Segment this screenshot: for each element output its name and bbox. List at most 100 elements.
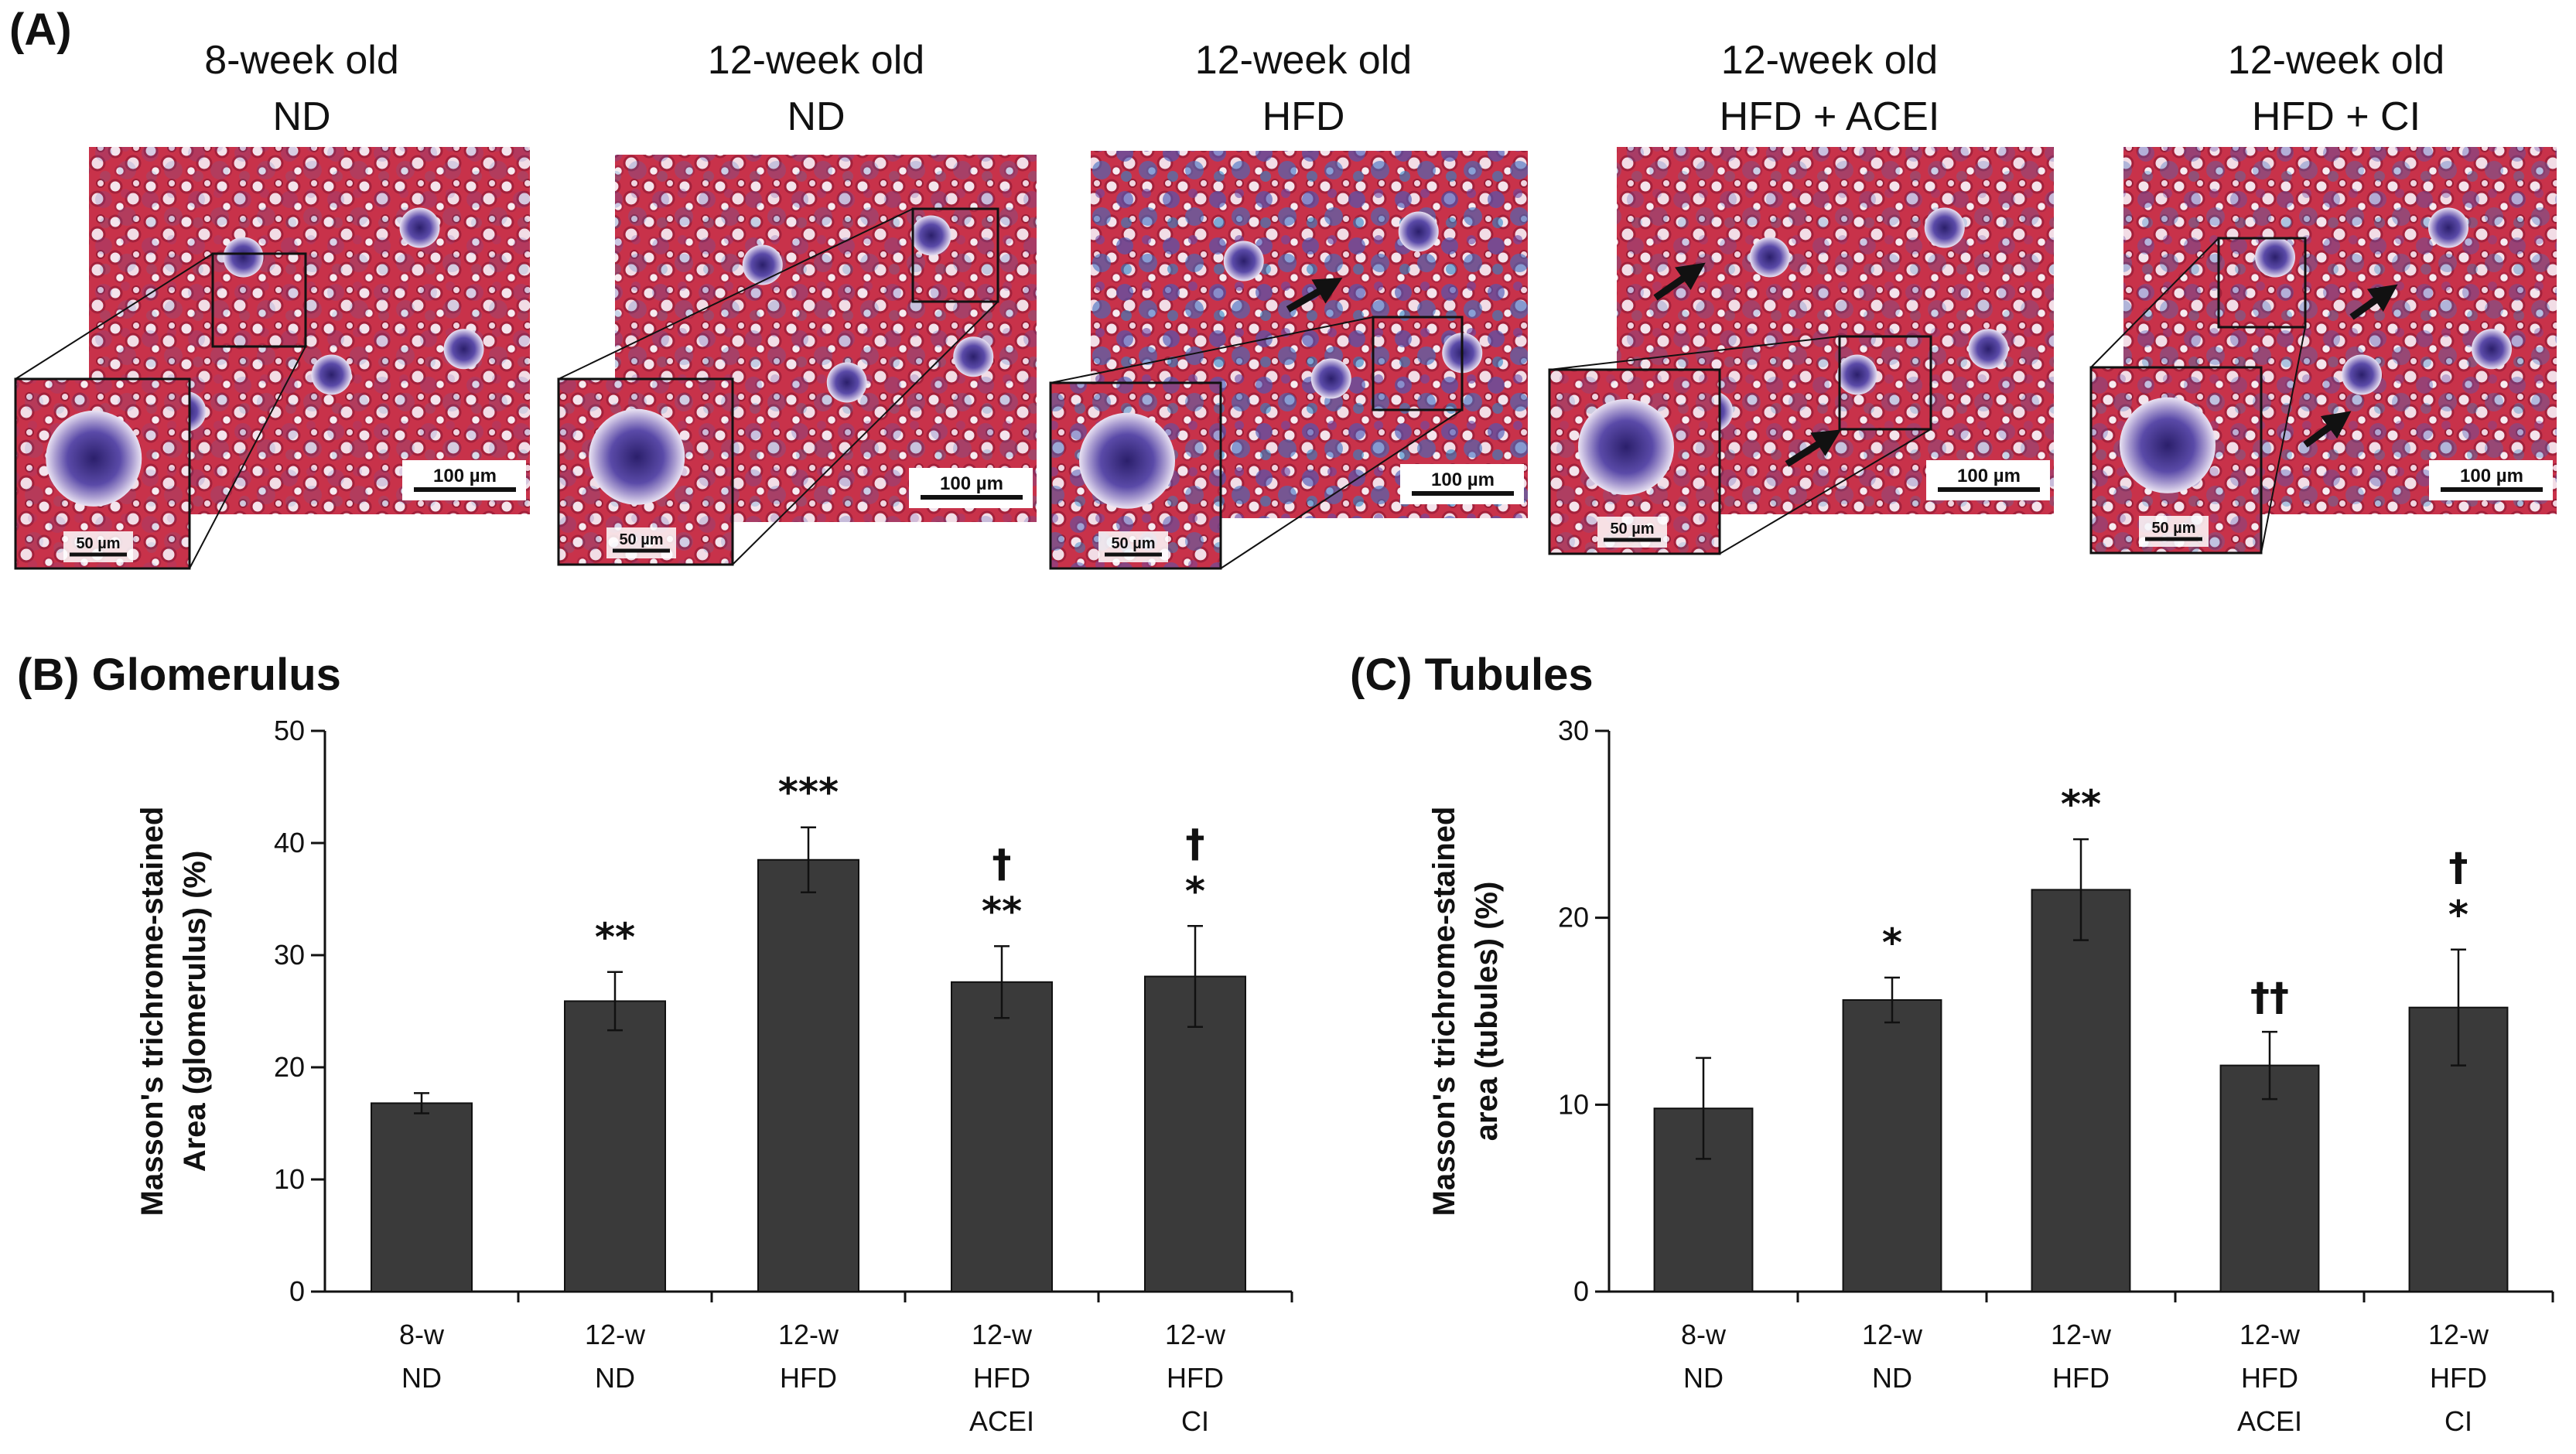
- panel-a-micrographs: 8-week old ND 100 µm 50 µm 12-week old ND 100 …: [14, 38, 2557, 570]
- zoom-box: [2217, 237, 2307, 329]
- zoom-connector: [732, 301, 999, 565]
- y-tick-label: 20: [274, 1051, 305, 1083]
- glomerulus: [910, 215, 951, 256]
- x-category-label: ND: [1872, 1362, 1912, 1394]
- inset-scale-background: [1597, 517, 1667, 548]
- scale-bar-inset-label: 50 µm: [2151, 520, 2195, 537]
- inset-scale-background: [1098, 531, 1168, 562]
- group-title-diet: HFD: [1262, 94, 1345, 139]
- inset-glomerulus: [46, 410, 142, 507]
- inset-border: [14, 377, 191, 570]
- scale-bar-background: [909, 468, 1033, 508]
- y-tick-label: 0: [1573, 1275, 1589, 1307]
- significance-marker: †: [2449, 845, 2468, 889]
- zoom-connector: [1050, 316, 1374, 384]
- group-title-age: 12-week old: [708, 38, 924, 83]
- lesion-arrow: [2349, 284, 2398, 320]
- glomerulus: [2342, 354, 2382, 395]
- bar: [2031, 889, 2131, 1292]
- y-tick-label: 50: [274, 715, 305, 746]
- zoom-connector: [1549, 336, 1840, 370]
- scale-bar-main-label: 100 µm: [433, 466, 497, 486]
- inset-border: [557, 377, 734, 566]
- micrograph-group: 12-week old ND 100 µm 50 µm: [557, 38, 1037, 566]
- y-axis-title-line1: Masson's trichrome-stained: [135, 807, 169, 1217]
- significance-marker: *: [1882, 920, 1902, 965]
- glomerulus: [1398, 211, 1439, 252]
- bar: [1842, 999, 1942, 1292]
- inset-border: [1548, 368, 1721, 555]
- glomerulus: [2428, 207, 2468, 248]
- significance-marker: **: [595, 915, 635, 960]
- y-axis-title: Masson's trichrome-stained Area (glomerul…: [135, 807, 212, 1217]
- scale-bar-inset-label: 50 µm: [76, 535, 120, 552]
- glomerulus: [1968, 329, 2009, 370]
- y-axis-title: Masson's trichrome-stained area (tubules)…: [1427, 807, 1504, 1217]
- glomerulus: [1749, 237, 1790, 278]
- glomerulus: [311, 354, 352, 395]
- glomerulus: [2255, 237, 2295, 278]
- zoom-connector: [15, 253, 214, 380]
- scale-bar-main-label: 100 µm: [1957, 466, 2021, 486]
- scale-bar-main-label: 100 µm: [1431, 469, 1495, 490]
- glomerulus: [742, 244, 783, 285]
- y-tick-label: 30: [1558, 715, 1589, 746]
- significance-marker: †: [992, 841, 1012, 886]
- group-title-diet: ND: [787, 94, 845, 139]
- inset-glomerulus: [589, 408, 685, 505]
- glomerulus: [443, 329, 484, 370]
- glomerulus: [1223, 241, 1264, 282]
- x-category-label: 12-w: [972, 1319, 1033, 1350]
- inset-border: [1049, 381, 1222, 570]
- x-category-label: 12-w: [778, 1319, 839, 1350]
- zoom-connector: [2090, 237, 2219, 368]
- x-category-label: ACEI: [2237, 1405, 2302, 1437]
- glomerulus: [1924, 207, 1965, 248]
- x-category-label: 8-w: [1681, 1319, 1727, 1350]
- glomerulus: [1310, 358, 1351, 399]
- zoom-connector: [1719, 428, 1932, 555]
- bar: [757, 858, 859, 1292]
- glomerulus: [399, 207, 440, 248]
- chart-tubules: (C) Tubules Masson's trichrome-stained are…: [1350, 650, 2554, 1437]
- y-tick-label: 0: [289, 1275, 305, 1307]
- micrograph-inset: 50 µm: [1049, 381, 1222, 570]
- scale-bar-main-label: 100 µm: [940, 473, 1003, 494]
- bar: [564, 1000, 666, 1292]
- group-title-age: 8-week old: [204, 38, 398, 83]
- x-category-label: HFD: [2430, 1362, 2487, 1394]
- x-category-label: 8-w: [399, 1319, 445, 1350]
- zoom-connector: [189, 346, 306, 569]
- y-axis-title-line1: Masson's trichrome-stained: [1427, 807, 1461, 1217]
- zoom-box: [911, 207, 999, 303]
- x-category-label: 12-w: [1165, 1319, 1226, 1350]
- y-axis-title-line2: area (tubules) (%): [1470, 882, 1504, 1142]
- significance-marker: *: [2448, 893, 2468, 937]
- y-tick-label: 10: [1558, 1088, 1589, 1120]
- chart-panel-label: (C) Tubules: [1350, 650, 1594, 700]
- zoom-box: [211, 252, 307, 348]
- group-title-diet: HFD + CI: [2252, 94, 2421, 139]
- scale-bar-inset-label: 50 µm: [619, 531, 663, 548]
- micrograph-inset: 50 µm: [557, 377, 734, 566]
- zoom-connector: [2260, 326, 2306, 554]
- inset-glomerulus: [1079, 412, 1175, 509]
- significance-marker: †: [1186, 821, 1205, 865]
- scale-bar-background: [2429, 460, 2553, 500]
- inset-border: [2089, 366, 2263, 555]
- panel-a-label: (A): [9, 5, 72, 55]
- group-title-age: 12-week old: [1721, 38, 1938, 83]
- inset-scale-background: [606, 527, 676, 558]
- x-category-label: 12-w: [2051, 1319, 2112, 1350]
- glomerulus: [2472, 329, 2512, 370]
- x-category-label: HFD: [973, 1362, 1030, 1394]
- micrograph-group: 12-week old HFD + CI 100 µm 50 µm: [2089, 38, 2557, 555]
- scale-bar-background: [1400, 464, 1524, 504]
- inset-glomerulus: [2120, 397, 2216, 493]
- scale-bar-background: [402, 460, 526, 500]
- y-tick-label: 20: [1558, 902, 1589, 933]
- lesion-arrow: [2303, 411, 2352, 448]
- bar: [951, 981, 1053, 1293]
- micrograph-group: 8-week old ND 100 µm 50 µm: [14, 38, 530, 570]
- x-category-label: ACEI: [969, 1405, 1034, 1437]
